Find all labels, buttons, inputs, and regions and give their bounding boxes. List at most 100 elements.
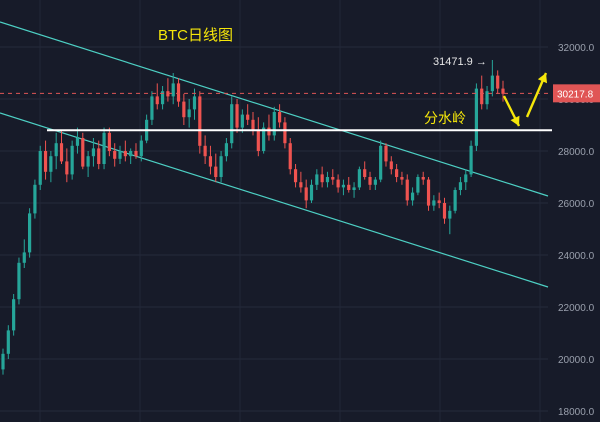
y-tick-label: 24000.0 (558, 251, 595, 262)
down-arrow-head (510, 115, 520, 126)
candle-body (416, 177, 420, 193)
candle-body (240, 114, 244, 128)
candle-body (176, 83, 181, 102)
price-axis: 18000.0 20000.0 22000.0 24000.0 26000.0 28000… (552, 0, 600, 422)
candle-body (65, 161, 69, 175)
candle-body (309, 184, 314, 201)
candle-body (198, 96, 202, 146)
candle-body (230, 104, 234, 144)
candle-body (1, 353, 5, 370)
candle-body (129, 151, 133, 157)
candle-body (272, 112, 276, 136)
candle-body (155, 96, 159, 105)
candle-body (43, 151, 48, 172)
candle-body (288, 143, 292, 170)
candle-body (485, 91, 489, 105)
chart-title: BTC日线图 (158, 27, 233, 44)
candle-body (384, 145, 388, 162)
up-arrow-head (537, 73, 548, 84)
candle-body (432, 200, 436, 206)
candle-body (458, 182, 463, 190)
candle-body (267, 127, 271, 136)
grid (0, 0, 548, 422)
peak-price-label: 31471.9 → (433, 56, 487, 68)
candle-body (283, 122, 287, 144)
candle-body (304, 187, 308, 201)
candle-body (139, 140, 143, 157)
candle-body (182, 101, 186, 118)
candle-body (315, 174, 319, 185)
candle-body (203, 145, 207, 157)
candle-body (208, 156, 213, 167)
candle-body (70, 145, 74, 175)
candle-body (464, 174, 468, 183)
candle-body (187, 109, 191, 118)
candle-body (86, 156, 90, 167)
candle-body (38, 151, 42, 185)
candle-body (426, 179, 431, 206)
candle-body (160, 91, 165, 105)
candle-body (368, 177, 372, 185)
candle-body (171, 83, 175, 97)
candle-body (325, 177, 330, 183)
candle-body (33, 184, 37, 214)
candle-body (54, 143, 58, 157)
axis-bg (552, 0, 600, 422)
current-price-label: 30217.8 (557, 89, 594, 100)
candle-body (410, 192, 415, 201)
watershed-label: 分水岭 (424, 110, 466, 126)
y-tick-label: 28000.0 (558, 147, 595, 158)
candle-body (331, 177, 335, 180)
y-tick-label: 20000.0 (558, 355, 595, 366)
annotations: 分水岭 31471.9 → (0, 56, 552, 132)
candle-body (113, 151, 117, 159)
candle-body (437, 200, 441, 203)
candle-body (166, 91, 170, 97)
channel-lower-line (0, 112, 549, 288)
candle-body (22, 252, 26, 263)
candle-body (347, 184, 351, 190)
candle-body (262, 127, 266, 151)
candle-body (192, 96, 197, 110)
candle-body (299, 182, 303, 188)
candle-body (278, 112, 282, 123)
candle-body (102, 132, 106, 164)
candle-body (395, 169, 399, 177)
y-tick-label: 26000.0 (558, 199, 595, 210)
candle-body (474, 88, 478, 146)
candle-body (91, 148, 96, 157)
candle-body (81, 138, 85, 167)
candle-body (336, 179, 340, 188)
candle-body (379, 145, 383, 180)
candle-body (59, 143, 64, 162)
candle-body (442, 203, 447, 219)
current-price-tag (553, 84, 600, 103)
candle-body (123, 151, 127, 157)
candle-body (490, 75, 494, 92)
candle-body (12, 299, 16, 331)
candle-body (373, 179, 377, 185)
y-tick-label: 18000.0 (558, 407, 595, 418)
candle-body (118, 151, 122, 159)
candle-body (293, 169, 298, 183)
candle-body (341, 184, 346, 188)
candles (1, 60, 505, 375)
candle-body (453, 190, 457, 211)
y-tick-label: 22000.0 (558, 303, 595, 314)
candle-body (134, 151, 138, 157)
candle-body (6, 330, 10, 354)
candle-body (219, 156, 223, 177)
candle-body (150, 96, 154, 120)
candle-body (480, 88, 484, 105)
candle-body (448, 210, 452, 219)
candle-body (214, 166, 218, 177)
candle-body (363, 169, 367, 177)
candle-body (357, 169, 361, 188)
candle-body (320, 174, 324, 183)
candle-body (352, 187, 356, 190)
candle-body (389, 161, 393, 170)
candle-body (49, 156, 53, 172)
candle-body (256, 130, 260, 151)
